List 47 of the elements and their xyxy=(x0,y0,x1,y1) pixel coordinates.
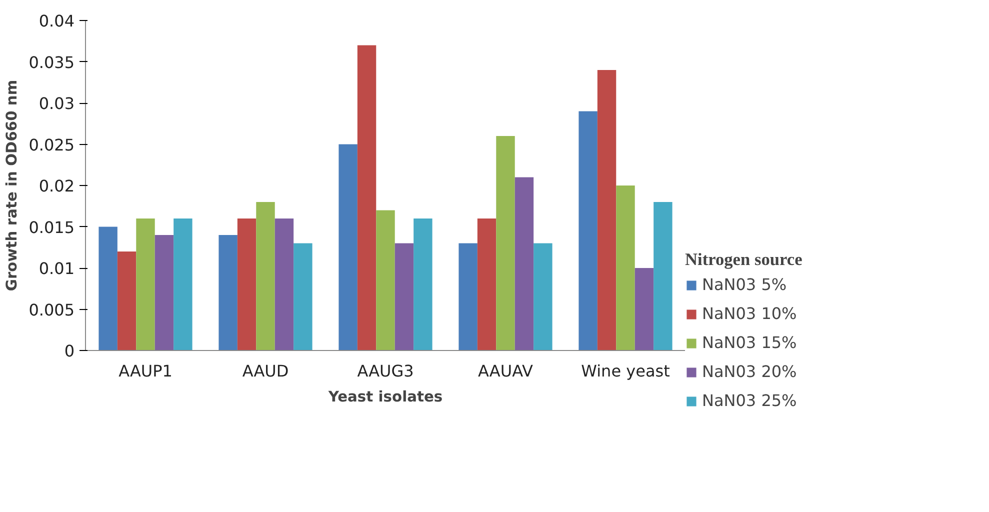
bar xyxy=(414,218,432,350)
y-tick-label: 0.01 xyxy=(38,259,74,278)
bar xyxy=(477,218,496,350)
y-tick-label: 0.04 xyxy=(38,12,74,30)
bar xyxy=(218,235,238,350)
bar xyxy=(616,186,635,350)
y-tick-label: 0.025 xyxy=(28,135,75,154)
y-tick-label: 0.02 xyxy=(38,176,74,196)
bar xyxy=(496,136,515,350)
y-tick-label: 0.03 xyxy=(38,94,74,113)
y-tick-label: 0.035 xyxy=(28,52,75,72)
bar xyxy=(154,235,174,350)
y-tick-label: 0.005 xyxy=(28,300,75,320)
y-axis-title: Growth rate in OD660 nm xyxy=(4,80,21,292)
bar xyxy=(534,243,552,350)
bar xyxy=(274,218,294,350)
bar xyxy=(514,177,534,350)
bar xyxy=(597,70,616,350)
x-tick-label: AAUD xyxy=(242,362,289,380)
bar xyxy=(294,243,312,350)
legend-label: NaN03 15% xyxy=(702,333,797,352)
bar xyxy=(136,218,155,350)
legend-title: Nitrogen source xyxy=(685,250,802,270)
x-tick-label: Wine yeast xyxy=(581,362,670,380)
x-tick-label: AAUAV xyxy=(478,362,534,380)
bar xyxy=(98,226,118,350)
bar xyxy=(634,268,654,350)
legend-label: NaN03 25% xyxy=(702,391,797,410)
bar xyxy=(394,243,414,350)
y-tick-label: 0.015 xyxy=(28,218,75,237)
legend-label: NaN03 5% xyxy=(702,275,787,294)
y-tick-label: 0 xyxy=(64,342,75,360)
bar xyxy=(357,45,376,350)
x-tick-label: AAUP1 xyxy=(118,362,172,380)
bar xyxy=(256,202,275,350)
bar xyxy=(654,202,672,350)
x-tick-label: AAUG3 xyxy=(357,362,414,380)
bar xyxy=(117,252,136,350)
x-axis-title: Yeast isolates xyxy=(327,388,443,406)
bar xyxy=(237,218,256,350)
bar xyxy=(174,218,192,350)
bar xyxy=(458,243,478,350)
legend-label: NaN03 10% xyxy=(702,304,797,323)
bar xyxy=(338,144,358,350)
bar xyxy=(376,210,395,350)
bar xyxy=(578,111,598,350)
legend-label: NaN03 20% xyxy=(702,362,797,381)
